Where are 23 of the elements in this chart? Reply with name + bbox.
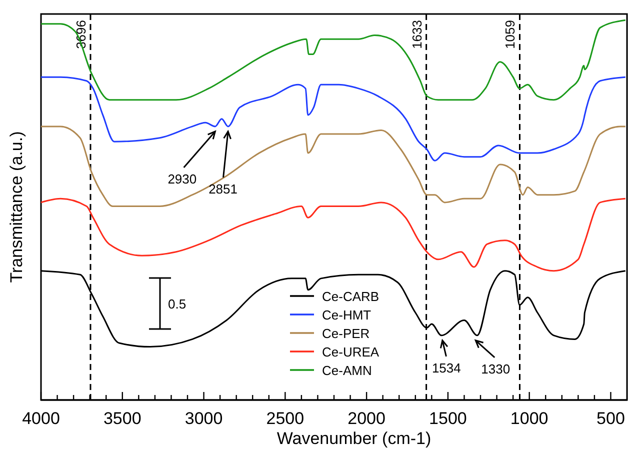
x-tick-label: 500 bbox=[596, 409, 625, 428]
ref-line-label: 3696 bbox=[73, 20, 88, 49]
legend-label: Ce-AMN bbox=[322, 363, 372, 378]
x-tick-label: 3500 bbox=[103, 409, 142, 428]
legend-label: Ce-CARB bbox=[322, 289, 380, 304]
ref-line-label: 1059 bbox=[502, 20, 518, 49]
x-tick-label: 1500 bbox=[429, 409, 467, 428]
annotation: 1534 bbox=[432, 360, 461, 376]
x-tick-label: 2500 bbox=[266, 409, 304, 428]
x-axis-title: Wavenumber (cm-1) bbox=[276, 429, 432, 448]
x-tick-label: 3000 bbox=[184, 409, 223, 428]
y-axis-title: Transmittance (a.u.) bbox=[7, 131, 26, 283]
annotation: 2851 bbox=[208, 181, 238, 196]
x-tick-label: 1000 bbox=[510, 409, 548, 428]
annotation: 2930 bbox=[168, 171, 197, 186]
legend-label: Ce-HMT bbox=[322, 308, 372, 322]
legend-label: Ce-UREA bbox=[322, 344, 380, 360]
x-tick-label: 4000 bbox=[22, 409, 60, 428]
ref-line-label: 1633 bbox=[409, 20, 424, 49]
x-tick-label: 2000 bbox=[348, 409, 386, 428]
legend-label: Ce-PER bbox=[322, 326, 370, 341]
annotation: 0.5 bbox=[168, 296, 186, 312]
annotation: 1330 bbox=[481, 361, 510, 376]
